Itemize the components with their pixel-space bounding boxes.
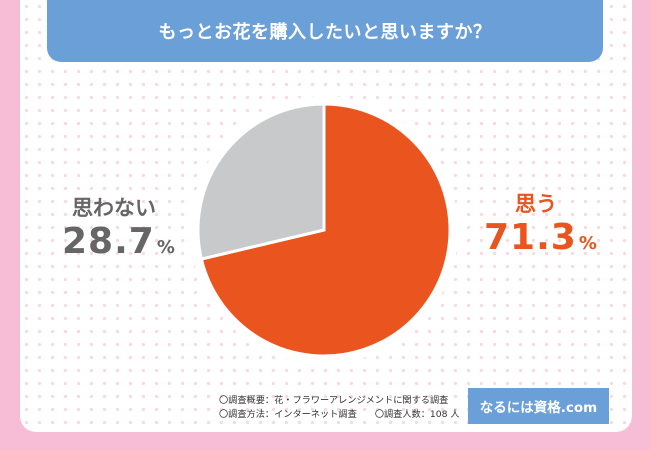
survey-overview: 〇調査概要：花・フラワーアレンジメントに関する調査: [219, 395, 449, 406]
label-yes-value: 71.3: [484, 217, 577, 258]
label-yes-name: 思う: [515, 192, 557, 216]
pie-slice-yes: [199, 102, 452, 358]
brand-badge[interactable]: なるには資格.com: [468, 388, 609, 424]
survey-notes: 〇調査概要：花・フラワーアレンジメントに関する調査 〇調査方法：インターネット調…: [219, 394, 460, 422]
chart-title: もっとお花を購入したいと思いますか？: [158, 22, 492, 43]
pie-slice-no: [196, 102, 326, 261]
survey-method-row: 〇調査方法：インターネット調査 〇調査人数：108 人: [219, 408, 460, 422]
label-yes-unit: %: [578, 233, 597, 254]
survey-method: 〇調査方法：インターネット調査: [219, 409, 357, 420]
label-no-name: 思わない: [72, 196, 156, 220]
brand-label: なるには資格.com: [479, 400, 598, 416]
label-yes: 思う 71.3%: [484, 192, 597, 260]
label-no-unit: %: [156, 237, 175, 258]
label-no-value: 28.7: [62, 221, 155, 262]
label-no: 思わない 28.7%: [62, 196, 175, 264]
survey-respondents: 〇調査人数：108 人: [374, 409, 460, 420]
pie-chart: [190, 96, 458, 364]
title-banner: もっとお花を購入したいと思いますか？: [47, 0, 603, 62]
